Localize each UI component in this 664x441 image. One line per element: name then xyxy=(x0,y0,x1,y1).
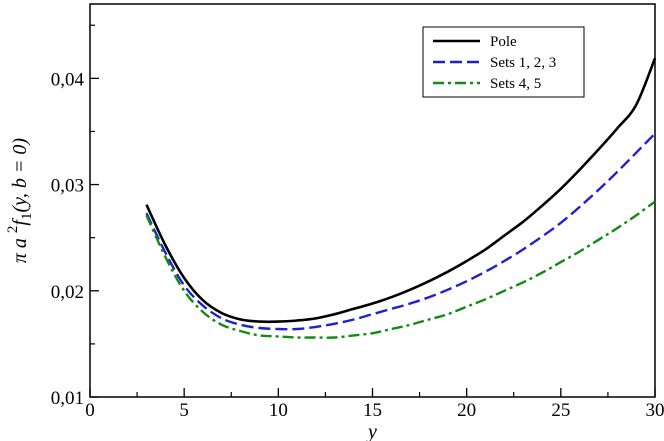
series-layer xyxy=(145,57,657,339)
series-line-2 xyxy=(145,132,656,331)
y-tick-label: 0,03 xyxy=(51,176,84,197)
x-axis: 0 5 10 15 20 25 30 xyxy=(85,388,664,421)
legend: Pole Sets 1, 2, 3 Sets 4, 5 xyxy=(422,26,585,98)
y-tick-label: 0,01 xyxy=(51,388,84,409)
x-tick-label: 20 xyxy=(457,400,476,421)
x-tick-label: 30 xyxy=(646,400,664,421)
legend-box xyxy=(422,26,585,98)
series-line-3 xyxy=(145,200,656,339)
y-axis: 0,01 0,02 0,03 0,04 xyxy=(51,24,99,409)
x-tick-label: 15 xyxy=(363,400,382,421)
legend-label-1: Pole xyxy=(490,34,517,50)
legend-label-3: Sets 4, 5 xyxy=(490,76,541,92)
x-tick-label: 5 xyxy=(179,400,189,421)
y-axis-label-sup: 2 xyxy=(5,226,21,234)
y-axis-label-pre: π a xyxy=(9,233,31,263)
y-axis-label-sub: 1 xyxy=(19,213,35,221)
x-axis-label: y xyxy=(366,421,377,441)
x-tick-label: 25 xyxy=(551,400,570,421)
y-tick-label: 0,04 xyxy=(51,69,85,90)
legend-label-2: Sets 1, 2, 3 xyxy=(490,55,556,71)
y-axis-label-post: (y, b = 0) xyxy=(9,138,31,213)
svg-text:π a 2f1(y, b = 0): π a 2f1(y, b = 0) xyxy=(5,138,35,264)
y-axis-label-f: f xyxy=(9,218,31,226)
series-line-1 xyxy=(145,57,657,324)
y-axis-label: π a 2f1(y, b = 0) xyxy=(5,138,35,264)
x-tick-label: 0 xyxy=(85,400,95,421)
y-tick-label: 0,02 xyxy=(51,282,84,303)
x-tick-label: 10 xyxy=(269,400,288,421)
